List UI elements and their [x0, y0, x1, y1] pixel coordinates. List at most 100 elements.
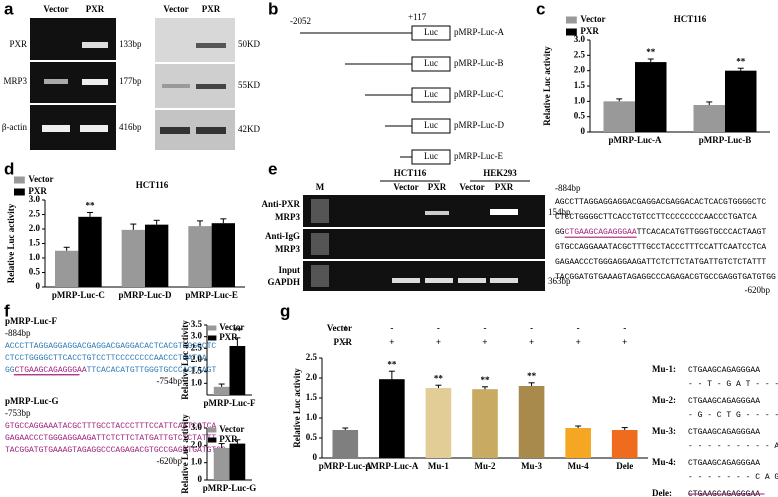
- sequence-segment: CTGAAGCAGAGGGAA: [15, 366, 87, 375]
- y-tick-label: 0.5: [574, 111, 586, 121]
- y-axis-label: Relative Luc activity: [180, 320, 190, 400]
- x-tick-label: pMRP-Luc-A: [365, 461, 418, 471]
- bar: [332, 430, 359, 458]
- legend-swatch: [208, 335, 217, 341]
- treatment-mark: +: [576, 337, 581, 347]
- legend-swatch: [208, 437, 217, 443]
- luc-box: [411, 56, 451, 72]
- bar: [188, 226, 212, 287]
- luc-label: Luc: [424, 89, 438, 99]
- sequence-segment: GG: [555, 228, 565, 237]
- bar: [603, 101, 635, 132]
- panel-letter: c: [536, 0, 545, 18]
- mutant-sequence: CTGAAGCAGAGGGAA: [688, 459, 760, 468]
- panel-letter: g: [280, 301, 290, 320]
- y-tick-label: 1.0: [191, 377, 203, 387]
- position-label: +117: [408, 12, 427, 22]
- construct-label: pMRP-Luc-A: [454, 27, 504, 37]
- legend-label: Vector: [219, 322, 244, 332]
- sequence-name: pMRP-Luc-F: [5, 316, 57, 326]
- y-tick-label: 3.0: [574, 34, 586, 44]
- significance: **: [481, 375, 491, 385]
- panel-letter: a: [4, 0, 14, 18]
- y-tick-label: 2.0: [29, 223, 41, 233]
- y-tick-label: 1.5: [574, 80, 586, 90]
- sequence-start: -884bp: [5, 328, 31, 338]
- x-tick-label: pMRP-Luc-G: [203, 483, 257, 493]
- sequence-segment: TACGGATGTGAAAGTAGAGGCCCAGAGACGTGCCGAGGTG…: [555, 273, 776, 282]
- y-tick-label: 0: [36, 281, 41, 291]
- legend-swatch: [14, 188, 25, 196]
- significance: **: [527, 371, 537, 381]
- sequence-end: -620bp: [157, 456, 183, 466]
- sequence-segment: TACGGATGTGAAAGTAGAGGCCCAGAGACGTGCCGAGGTG…: [5, 446, 226, 455]
- bar: [121, 229, 145, 287]
- sequence-segment: TTCACACATGTTGGGTGCCCACTAAGT: [637, 228, 767, 237]
- treatment-mark: -: [484, 323, 487, 333]
- y-tick-label: 1.5: [306, 392, 318, 402]
- x-tick-label: pMRP-Luc-D: [119, 290, 172, 300]
- column-label: Vector: [459, 182, 484, 192]
- sequence-start: -753bp: [5, 408, 31, 418]
- column-label: PXR: [86, 4, 105, 14]
- mutant-sequence: CTGAAGCAGAGGGAA: [688, 366, 760, 375]
- y-tick-label: 2.0: [191, 439, 203, 449]
- group-label: HEK293: [483, 168, 517, 178]
- legend-label: PXR: [580, 26, 599, 36]
- y-tick-label: 1.0: [29, 252, 41, 262]
- y-tick-label: 1.0: [574, 95, 586, 105]
- panel-letter: d: [4, 159, 14, 178]
- weight-label: 50KD: [238, 39, 260, 49]
- sequence-segment: TTCACACATGTTGGGTGCCCACTAAGT: [87, 366, 217, 375]
- mutant-change: - - - - - - - - - A - G: [688, 442, 778, 451]
- y-axis-label: Relative Luc activity: [6, 203, 16, 283]
- bar: [425, 388, 452, 458]
- sequence-name: pMRP-Luc-G: [5, 396, 59, 406]
- size-label: 363bp: [548, 276, 571, 286]
- bar: [78, 216, 102, 287]
- column-label: Vector: [163, 4, 188, 14]
- sequence-line: CTCCTGGGGCTTCACCTGTCCTTCCCCCCCCAACCCTGAT…: [555, 213, 757, 222]
- x-tick-label: Dele: [616, 461, 633, 471]
- bar: [55, 250, 79, 287]
- treatment-mark: -: [623, 323, 626, 333]
- y-tick-label: 0: [581, 126, 586, 136]
- weight-label: 55KD: [238, 80, 260, 90]
- bar: [472, 389, 498, 458]
- marker-label: M: [316, 182, 325, 192]
- y-tick-label: 3.5: [191, 319, 203, 329]
- sequence-line: GGCTGAAGCAGAGGGAATTCACACATGTTGGGTGCCCACT…: [5, 366, 216, 375]
- luc-label: Luc: [424, 27, 438, 37]
- bar: [213, 386, 230, 395]
- y-tick-label: 2.5: [191, 342, 203, 352]
- mutant-label: Mu-1:: [652, 364, 676, 374]
- x-tick-label: Mu-1: [428, 461, 449, 471]
- significance: **: [434, 373, 444, 383]
- x-tick-label: pMRP-Luc-F: [204, 398, 256, 408]
- construct-label: pMRP-Luc-E: [454, 151, 503, 161]
- significance: **: [233, 326, 243, 336]
- significance: **: [86, 201, 96, 211]
- x-tick-label: pMRP-Luc-B: [699, 135, 752, 145]
- significance: **: [646, 47, 656, 57]
- legend-label: PXR: [28, 186, 47, 196]
- size-label: 133bp: [119, 39, 142, 49]
- mutant-sequence: CTGAAGCAGAGGGAA: [688, 397, 760, 406]
- bar: [145, 224, 169, 287]
- mutant-label: Mu-2:: [652, 395, 676, 405]
- bar: [565, 428, 591, 458]
- significance: **: [736, 56, 746, 66]
- bar: [211, 223, 235, 287]
- bar: [213, 447, 230, 480]
- sequence-segment: GAGAACCCTGGGAGGAAGATTCTCTTCTATGATTGTCTCT…: [5, 434, 216, 443]
- treatment-mark: -: [390, 323, 393, 333]
- x-tick-label: pMRP-Luc-C: [52, 290, 105, 300]
- sequence-segment: GTGCCAGGAAATACGCTTTGCCTACCCTTTCCATTCAATC…: [555, 243, 766, 252]
- sequence-end: -620bp: [745, 285, 771, 295]
- column-label: PXR: [202, 4, 221, 14]
- y-axis-label: Relative Luc activity: [292, 368, 302, 448]
- sequence-segment: CTCCTGGGGCTTCACCTGTCCTTCCCCCCCCAACCCTGAT…: [555, 213, 757, 222]
- legend-swatch: [566, 16, 577, 24]
- y-tick-label: 3.0: [29, 194, 41, 204]
- panel-letter: e: [268, 159, 277, 178]
